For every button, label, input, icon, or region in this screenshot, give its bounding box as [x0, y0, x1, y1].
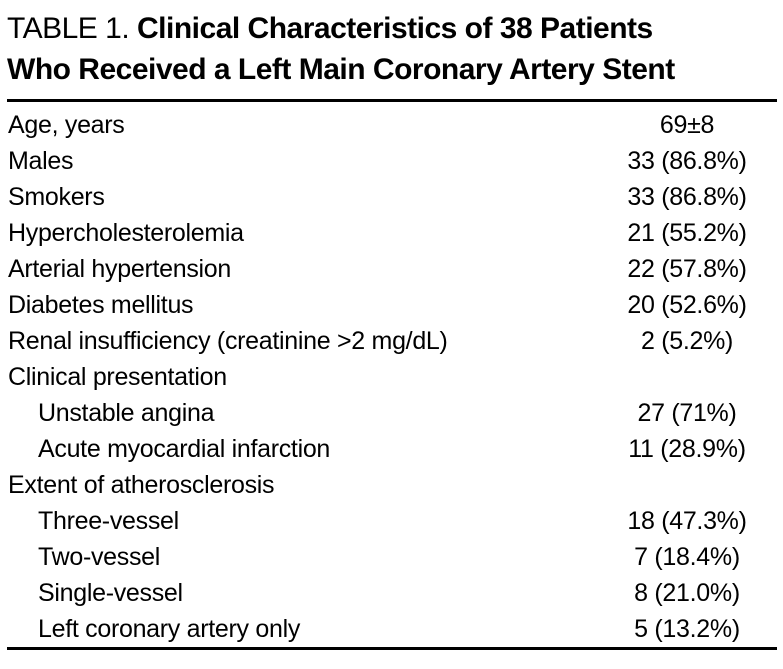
table-title-text-line1: Clinical Characteristics of 38 Patients — [137, 12, 653, 45]
row-label: Diabetes mellitus — [8, 290, 194, 319]
table-row: Clinical presentation — [0, 359, 783, 395]
row-label: Males — [8, 146, 74, 175]
row-value: 21 (55.2%) — [627, 218, 747, 247]
row-value: 27 (71%) — [637, 398, 737, 427]
table-title: TABLE 1. Clinical Characteristics of 38 … — [7, 8, 776, 90]
row-value: 33 (86.8%) — [627, 146, 747, 175]
bottom-rule — [7, 647, 777, 650]
table-row: Renal insufficiency (creatinine >2 mg/dL… — [0, 323, 783, 359]
table-row: Three-vessel 18 (47.3%) — [0, 503, 783, 539]
row-value: 69±8 — [659, 110, 715, 139]
row-label: Three-vessel — [38, 506, 179, 535]
row-label: Smokers — [8, 182, 105, 211]
row-value: 5 (13.2%) — [634, 614, 740, 643]
table-row: Hypercholesterolemia 21 (55.2%) — [0, 215, 783, 251]
row-value: 11 (28.9%) — [628, 434, 746, 463]
table-title-text-line2: Who Received a Left Main Coronary Artery… — [7, 53, 675, 86]
row-value: 7 (18.4%) — [634, 542, 740, 571]
row-label: Arterial hypertension — [8, 254, 231, 283]
top-rule — [7, 99, 777, 102]
table-row: Diabetes mellitus 20 (52.6%) — [0, 287, 783, 323]
row-value: 18 (47.3%) — [627, 506, 747, 535]
row-value: 33 (86.8%) — [627, 182, 747, 211]
table-number-label: TABLE 1. — [7, 12, 130, 45]
table-title-line1: TABLE 1. Clinical Characteristics of 38 … — [7, 8, 776, 49]
row-label: Extent of atherosclerosis — [8, 470, 275, 499]
row-value: 8 (21.0%) — [634, 578, 740, 607]
row-value: 2 (5.2%) — [640, 326, 734, 355]
row-label: Age, years — [8, 110, 125, 139]
row-label: Clinical presentation — [8, 362, 227, 391]
table-row: Single-vessel 8 (21.0%) — [0, 575, 783, 611]
table-row: Arterial hypertension 22 (57.8%) — [0, 251, 783, 287]
row-label: Unstable angina — [38, 398, 215, 427]
table-row: Left coronary artery only 5 (13.2%) — [0, 611, 783, 647]
row-label: Two-vessel — [38, 542, 161, 571]
row-label: Renal insufficiency (creatinine >2 mg/dL… — [8, 326, 448, 355]
row-value: 20 (52.6%) — [627, 290, 747, 319]
table-body: Age, years 69±8 Males 33 (86.8%) Smokers… — [0, 102, 783, 647]
table-row: Age, years 69±8 — [0, 107, 783, 143]
row-value: 22 (57.8%) — [627, 254, 747, 283]
table-row: Two-vessel 7 (18.4%) — [0, 539, 783, 575]
row-label: Single-vessel — [38, 578, 183, 607]
table-row: Acute myocardial infarction 11 (28.9%) — [0, 431, 783, 467]
row-label: Acute myocardial infarction — [38, 434, 331, 463]
table-row: Smokers 33 (86.8%) — [0, 179, 783, 215]
table-row: Extent of atherosclerosis — [0, 467, 783, 503]
row-label: Hypercholesterolemia — [8, 218, 244, 247]
table-row: Males 33 (86.8%) — [0, 143, 783, 179]
table-row: Unstable angina 27 (71%) — [0, 395, 783, 431]
row-label: Left coronary artery only — [38, 614, 301, 643]
